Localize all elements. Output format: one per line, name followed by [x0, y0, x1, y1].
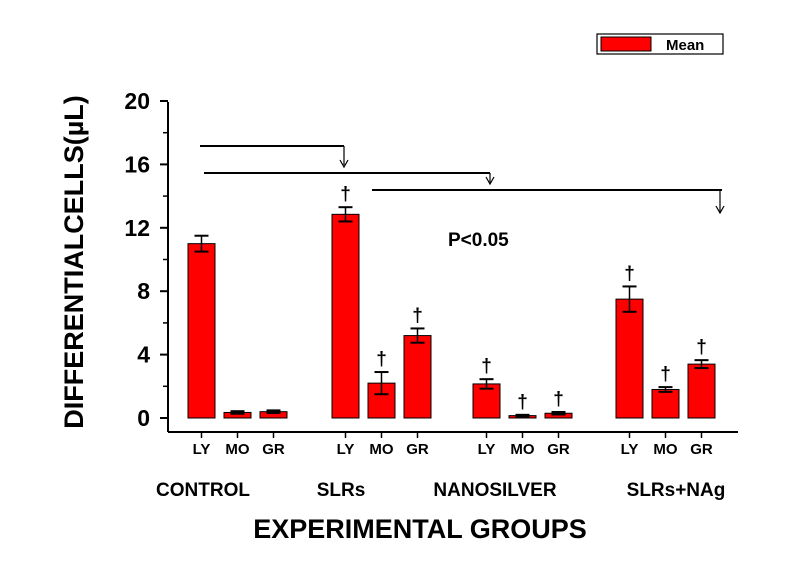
x-axis-title: EXPERIMENTAL GROUPS: [253, 514, 587, 544]
bar-label: LY: [193, 441, 211, 458]
group-label: NANOSILVER: [433, 480, 556, 501]
group-label: CONTROL: [156, 480, 250, 501]
group-label: SLRs: [317, 480, 366, 501]
bar: [615, 298, 644, 419]
significance-marker: †: [553, 389, 564, 410]
significance-brackets: [200, 145, 725, 215]
bar: [187, 243, 216, 419]
bar: [331, 213, 360, 419]
y-tick-label: 8: [137, 278, 150, 304]
significance-marker: †: [696, 337, 707, 358]
legend-label: Mean: [666, 37, 704, 54]
bars: † † † † † † † † †: [187, 184, 716, 419]
significance-marker: †: [376, 349, 387, 370]
bar-label: LY: [621, 441, 639, 458]
legend: Mean: [596, 33, 724, 55]
bracket-arrow-3: [715, 205, 725, 215]
bar-label: MO: [510, 441, 534, 458]
group-labels: CONTROL SLRs NANOSILVER SLRs+NAg: [156, 480, 725, 501]
bar: [651, 388, 680, 419]
significance-marker: †: [624, 263, 635, 284]
group-label: SLRs+NAg: [627, 480, 726, 501]
bracket-arrow-1: [339, 159, 349, 169]
y-tick-label: 12: [124, 215, 150, 241]
significance-marker: †: [517, 392, 528, 413]
bar-label: MO: [653, 441, 677, 458]
bar-label: GR: [547, 441, 570, 458]
x-axis-tick-labels: LY MO GR LY MO GR LY MO GR LY MO GR: [193, 432, 713, 458]
bracket-arrow-2: [485, 176, 495, 186]
bar-label: MO: [225, 441, 249, 458]
y-axis-title: DIFFERENTIALCELLS(µL): [59, 95, 89, 429]
y-tick-label: 20: [124, 88, 150, 114]
significance-marker: †: [340, 184, 351, 205]
y-tick-label: 16: [124, 151, 150, 177]
legend-swatch: [600, 36, 652, 52]
bar-label: LY: [478, 441, 496, 458]
significance-marker: †: [660, 364, 671, 385]
y-tick-label: 0: [137, 405, 150, 431]
bar-label: LY: [337, 441, 355, 458]
bar-label: MO: [369, 441, 393, 458]
bar: [403, 335, 432, 419]
bar-label: GR: [262, 441, 285, 458]
bar: [687, 363, 716, 419]
bar-label: GR: [690, 441, 713, 458]
y-tick-label: 4: [137, 342, 150, 368]
significance-annotation: P<0.05: [448, 230, 509, 251]
bar-label: GR: [406, 441, 429, 458]
significance-marker: †: [412, 305, 423, 326]
y-axis-ticks: 0 4 8 12 16 20: [124, 88, 168, 431]
significance-marker: †: [481, 356, 492, 377]
